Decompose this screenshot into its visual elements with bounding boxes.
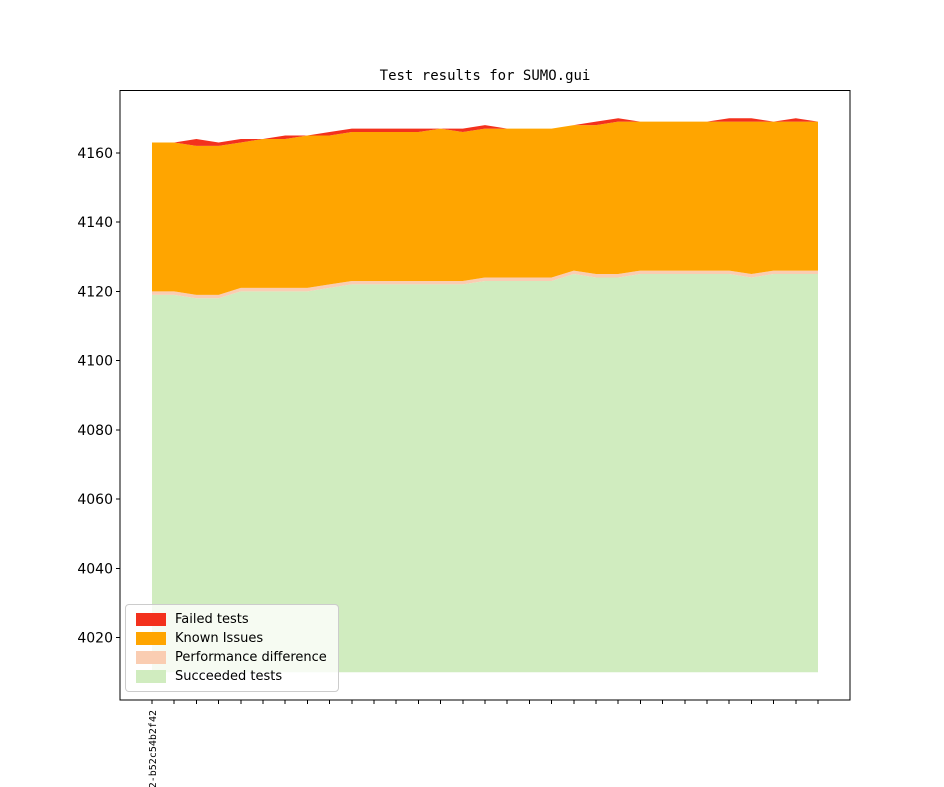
y-tick-label: 4100 — [77, 354, 113, 370]
area-known-issues — [152, 121, 818, 295]
failed-tests-swatch-icon — [136, 613, 166, 626]
y-tick-label: 4080 — [77, 423, 113, 439]
chart-title: Test results for SUMO.gui — [379, 68, 591, 84]
y-tick-label: 4040 — [77, 561, 113, 577]
legend-item-known-issues: Known Issues — [136, 631, 328, 646]
area-succeeded-tests — [152, 274, 818, 673]
y-tick-label: 4060 — [77, 492, 113, 508]
x-tick-label: 2-b52c54b2f42 — [148, 710, 159, 787]
y-tick-label: 4120 — [77, 284, 113, 300]
legend-label: Performance difference — [175, 650, 327, 665]
legend-label: Known Issues — [175, 631, 264, 646]
performance-difference-swatch-icon — [136, 651, 166, 664]
legend-label: Succeeded tests — [175, 669, 283, 684]
legend-label: Failed tests — [175, 612, 249, 627]
succeeded-tests-swatch-icon — [136, 670, 166, 683]
legend-item-failed-tests: Failed tests — [136, 612, 328, 627]
legend: Failed tests Known Issues Performance di… — [125, 604, 339, 692]
legend-item-succeeded-tests: Succeeded tests — [136, 669, 328, 684]
known-issues-swatch-icon — [136, 632, 166, 645]
area-failed-tests — [152, 118, 818, 146]
legend-item-performance-difference: Performance difference — [136, 650, 328, 665]
y-tick-label: 4140 — [77, 215, 113, 231]
area-performance-difference — [152, 270, 818, 299]
y-tick-label: 4020 — [77, 631, 113, 647]
y-tick-label: 4160 — [77, 146, 113, 162]
